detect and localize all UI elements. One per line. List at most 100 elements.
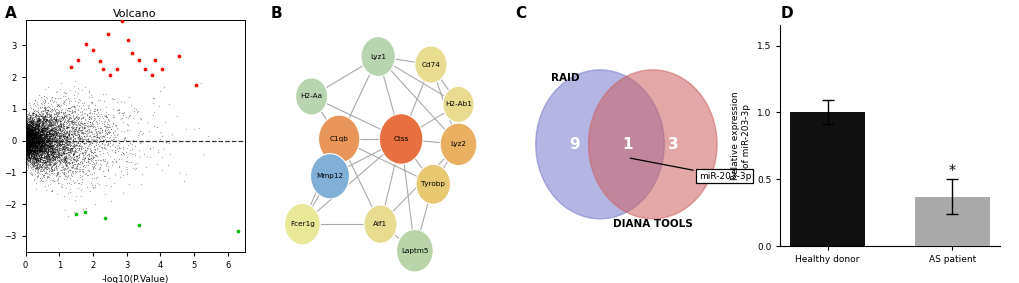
Point [33,155,49,159]
Point [18,155,35,160]
Point [86,162,102,167]
Point [31,118,47,123]
Point [49,152,65,156]
Point [34,145,50,149]
Point [23,137,40,141]
Point [32,139,48,143]
Point [44,138,60,142]
Point [30,133,46,137]
Point [32,138,48,143]
Point [19,139,36,144]
Point [22,160,39,164]
Point [40,135,56,140]
Point [56,158,72,162]
Point [20,131,37,135]
Point [55,151,71,156]
Point [56,136,72,141]
Point [23,119,40,123]
Point [39,130,55,134]
Point [22,124,39,128]
Point [24,121,41,125]
Point [41,117,57,122]
Point [77,156,94,160]
Point [23,132,40,137]
Point [44,160,60,164]
Point [84,130,100,134]
Point [42,131,58,136]
Point [44,168,60,173]
Point [19,134,36,138]
Point [18,140,35,145]
Point [22,136,39,141]
Point [29,139,45,143]
Point [25,134,42,139]
Point [46,130,62,134]
Point [92,107,108,112]
Point [22,143,39,147]
Point [50,103,66,108]
Point [30,148,46,152]
Point [89,107,105,112]
Point [26,169,43,173]
Point [20,146,37,151]
Point [23,148,40,152]
Point [18,142,35,147]
Point [72,130,89,135]
Point [44,106,60,111]
Point [23,130,40,135]
Point [48,115,64,119]
Point [26,142,43,146]
Point [34,134,50,138]
Point [40,146,56,151]
Point [35,128,51,133]
Point [32,141,48,145]
Point [19,153,36,157]
Point [20,119,37,124]
Point [30,126,46,130]
Point [22,142,39,146]
Point [18,151,35,156]
Point [24,130,41,135]
Point [114,150,130,155]
Point [28,158,44,163]
Point [63,117,79,122]
Point [65,105,82,109]
Point [17,119,34,123]
Point [60,138,76,143]
Point [55,124,71,128]
Point [34,142,50,146]
Point [138,165,154,169]
Point [23,170,40,175]
Point [22,145,39,149]
Point [36,114,52,118]
Point [87,182,103,187]
Point [18,138,35,143]
Point [95,139,111,143]
Point [67,127,84,131]
Point [23,147,40,152]
Point [38,132,54,137]
Point [74,152,91,157]
Point [30,108,46,112]
Point [56,127,72,132]
Point [39,164,55,169]
Point [28,134,44,139]
Point [23,142,40,146]
Point [57,135,73,140]
Point [18,132,35,136]
Point [32,147,48,151]
Point [25,119,42,123]
Point [28,156,44,161]
Point [39,130,55,135]
Point [63,146,79,151]
Point [127,166,144,170]
Point [61,153,77,157]
Point [21,129,38,134]
Point [18,138,35,143]
Point [19,152,36,156]
Point [43,128,59,132]
Point [23,122,40,127]
Point [25,149,42,153]
Point [24,137,41,142]
Point [88,153,104,157]
